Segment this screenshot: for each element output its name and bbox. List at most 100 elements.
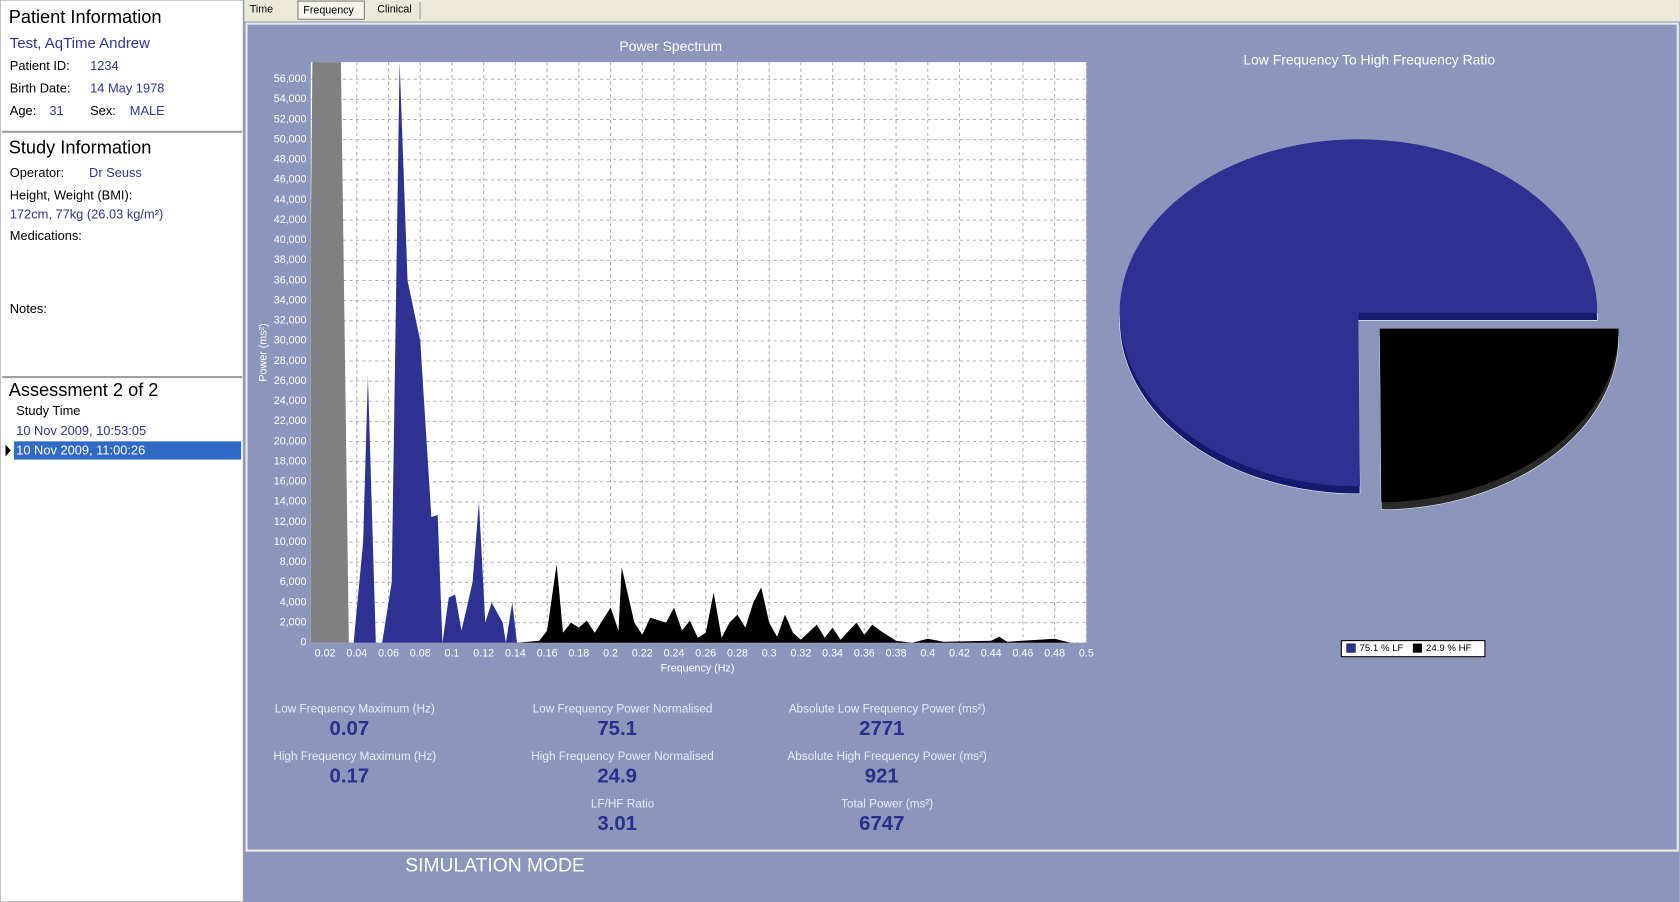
x-tick-label: 0.34: [822, 647, 843, 659]
metric-value: 0.17: [330, 766, 370, 788]
field-value: 31: [49, 103, 63, 118]
tab[interactable]: Frequency: [303, 5, 354, 17]
y-tick-label: 12,000: [274, 516, 307, 528]
x-tick-label: 0.26: [695, 647, 716, 659]
row-highlight: [14, 441, 242, 460]
y-tick-label: 42,000: [274, 214, 307, 226]
x-tick-label: 0.14: [505, 647, 526, 659]
y-tick-label: 36,000: [274, 274, 307, 286]
y-tick-label: 30,000: [274, 335, 307, 347]
tab[interactable]: Time: [250, 3, 273, 15]
y-tick-label: 6,000: [280, 576, 307, 588]
y-tick-label: 50,000: [274, 133, 307, 145]
content-frame: [245, 22, 1679, 852]
section-title: Patient Information: [9, 7, 162, 27]
x-tick-label: 0.44: [981, 647, 1002, 659]
field-label: Birth Date:: [10, 80, 71, 95]
x-tick-label: 0.18: [568, 647, 589, 659]
x-axis-label: Frequency (Hz): [661, 662, 735, 674]
x-tick-label: 0.48: [1044, 647, 1065, 659]
y-tick-label: 40,000: [274, 234, 307, 246]
metric-label: Absolute Low Frequency Power (ms²): [789, 702, 986, 715]
x-tick-label: 0.12: [473, 647, 494, 659]
x-tick-label: 0.42: [949, 647, 970, 659]
x-tick-label: 0.38: [886, 647, 907, 659]
spectrum-area: [516, 564, 1071, 643]
legend-label: 75.1 % LF: [1360, 643, 1404, 654]
assessment-row[interactable]: 10 Nov 2009, 10:53:05: [16, 423, 146, 438]
field-label: Medications:: [10, 228, 82, 243]
y-tick-label: 32,000: [274, 315, 307, 327]
row-pointer: [5, 444, 11, 457]
metric-label: High Frequency Maximum (Hz): [273, 750, 436, 763]
chart-title: Power Spectrum: [619, 38, 722, 54]
x-tick-label: 0.02: [315, 647, 336, 659]
y-tick-label: 46,000: [274, 174, 307, 186]
x-tick-label: 0.04: [346, 647, 367, 659]
column-header: Study Time: [16, 403, 80, 418]
metric-value: 75.1: [597, 718, 637, 740]
x-tick-label: 0.24: [664, 647, 685, 659]
field-label: Patient ID:: [10, 58, 70, 73]
spectrum-area: [353, 62, 517, 643]
legend-swatch: [1412, 643, 1422, 653]
field-value: Dr Seuss: [89, 165, 142, 180]
metric-value: 24.9: [597, 766, 637, 788]
x-tick-label: 0.36: [854, 647, 875, 659]
metric-value: 6747: [859, 813, 904, 835]
field-label: Operator:: [10, 165, 64, 180]
field-label: Notes:: [10, 301, 47, 316]
y-tick-label: 16,000: [274, 476, 307, 488]
assessment-row[interactable]: 10 Nov 2009, 11:00:26: [16, 442, 145, 457]
plot-area: [310, 62, 1087, 643]
x-tick-label: 0.28: [727, 647, 748, 659]
y-tick-label: 56,000: [274, 73, 307, 85]
metric-label: Total Power (ms²): [841, 798, 933, 811]
field-label: Age:: [10, 103, 36, 118]
y-tick-label: 24,000: [274, 395, 307, 407]
y-tick-label: 18,000: [274, 455, 307, 467]
x-tick-label: 0.08: [410, 647, 431, 659]
pie-slice: [1379, 328, 1619, 503]
tab[interactable]: Clinical: [377, 3, 412, 15]
metric-value: 3.01: [597, 813, 637, 835]
y-axis-label: Power (ms²): [257, 323, 269, 381]
chart-title: Low Frequency To High Frequency Ratio: [1243, 52, 1495, 68]
x-tick-label: 0.3: [762, 647, 777, 659]
field-value: 14 May 1978: [90, 80, 164, 95]
metric-label: Absolute High Frequency Power (ms²): [787, 750, 987, 763]
y-tick-label: 28,000: [274, 355, 307, 367]
y-tick-label: 22,000: [274, 415, 307, 427]
y-tick-label: 34,000: [274, 294, 307, 306]
y-tick-label: 48,000: [274, 154, 307, 166]
field-value: 1234: [90, 58, 119, 73]
patient-name: Test, AqTime Andrew: [10, 35, 150, 52]
y-tick-label: 38,000: [274, 254, 307, 266]
y-tick-label: 54,000: [274, 93, 307, 105]
metric-value: 0.07: [330, 718, 370, 740]
x-tick-label: 0.46: [1013, 647, 1034, 659]
field-value: MALE: [130, 103, 165, 118]
metric-label: Low Frequency Power Normalised: [533, 702, 713, 715]
y-tick-label: 14,000: [274, 496, 307, 508]
metric-value: 2771: [859, 718, 904, 740]
legend-swatch: [1346, 643, 1356, 653]
section-title: Study Information: [9, 138, 152, 158]
y-tick-label: 44,000: [274, 194, 307, 206]
y-tick-label: 8,000: [280, 556, 307, 568]
pie-slice: [1119, 139, 1598, 487]
status-text: SIMULATION MODE: [405, 856, 585, 877]
x-tick-label: 0.4: [920, 647, 935, 659]
metric-label: LF/HF Ratio: [591, 798, 655, 811]
y-tick-label: 20,000: [274, 435, 307, 447]
y-tick-label: 10,000: [274, 536, 307, 548]
section-title: Assessment 2 of 2: [9, 380, 159, 400]
field-label: Height, Weight (BMI):: [10, 187, 133, 202]
x-tick-label: 0.5: [1079, 647, 1094, 659]
y-tick-label: 0: [301, 637, 307, 649]
x-tick-label: 0.16: [537, 647, 558, 659]
y-tick-label: 4,000: [280, 596, 307, 608]
metric-value: 921: [865, 766, 899, 788]
